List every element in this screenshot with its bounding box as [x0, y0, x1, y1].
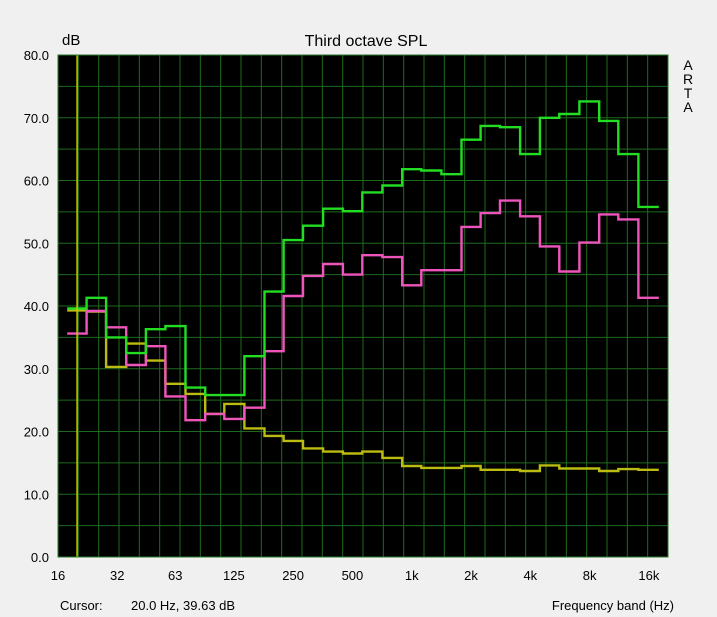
- y-tick-label: 10.0: [24, 487, 49, 502]
- x-tick-label: 63: [168, 568, 182, 583]
- y-axis: 0.0 10.0 20.0 30.0 40.0 50.0 60.0 70.0 80.0: [24, 48, 49, 565]
- y-tick-label: 40.0: [24, 299, 49, 314]
- x-tick-label: 500: [342, 568, 364, 583]
- series-line-2: [67, 199, 659, 422]
- y-tick-label: 20.0: [24, 425, 49, 440]
- x-tick-label: 8k: [583, 568, 597, 583]
- x-tick-label: 32: [110, 568, 124, 583]
- series-layer: [67, 100, 659, 473]
- cursor-readout: 20.0 Hz, 39.63 dB: [131, 598, 235, 613]
- y-tick-label: 70.0: [24, 111, 49, 126]
- side-label-letter: T: [684, 85, 693, 101]
- chart-title: Third octave SPL: [305, 33, 428, 50]
- x-axis: 16 32 63 125 250 500 1k 2k 4k 8k 16k: [51, 568, 660, 583]
- y-tick-label: 60.0: [24, 174, 49, 189]
- y-tick-label: 50.0: [24, 236, 49, 251]
- side-label-letter: A: [683, 99, 693, 115]
- y-axis-label: dB: [62, 32, 80, 49]
- y-tick-label: 30.0: [24, 362, 49, 377]
- cursor-label: Cursor:: [60, 598, 103, 613]
- series-line-1: [67, 100, 659, 397]
- x-tick-label: 16k: [638, 568, 659, 583]
- x-tick-label: 1k: [405, 568, 419, 583]
- x-tick-label: 125: [223, 568, 245, 583]
- x-tick-label: 2k: [464, 568, 478, 583]
- side-label-letter: R: [683, 71, 693, 87]
- y-tick-label: 80.0: [24, 48, 49, 63]
- x-axis-label: Frequency band (Hz): [552, 598, 674, 613]
- side-label-letter: A: [683, 57, 693, 73]
- x-tick-label: 16: [51, 568, 65, 583]
- x-tick-label: 4k: [523, 568, 537, 583]
- y-tick-label: 0.0: [31, 550, 49, 565]
- plot-frame: [57, 54, 669, 558]
- x-tick-label: 250: [282, 568, 304, 583]
